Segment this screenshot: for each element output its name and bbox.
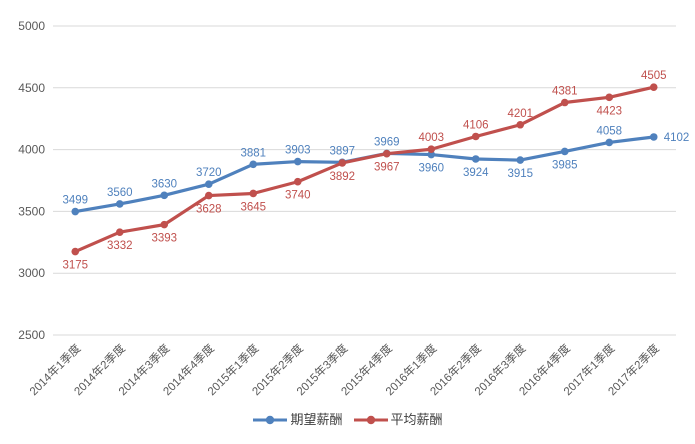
data-point [560, 98, 569, 107]
data-point [471, 155, 480, 163]
data-point [427, 150, 436, 159]
data-label: 4423 [596, 105, 622, 117]
legend-item-expected-salary: 期望薪酬 [252, 412, 343, 427]
data-point [649, 133, 658, 141]
data-point [605, 93, 614, 102]
data-label: 4102 [664, 132, 690, 144]
data-point [204, 191, 213, 200]
legend-label-average-salary: 平均薪酬 [390, 412, 443, 427]
data-label: 4106 [463, 119, 489, 131]
data-label: 3332 [107, 240, 133, 252]
data-label: 3897 [329, 145, 355, 157]
data-point [382, 149, 391, 158]
data-point [204, 180, 213, 189]
data-label: 3720 [196, 167, 222, 179]
data-label: 4505 [641, 70, 667, 82]
data-point [471, 132, 480, 141]
data-point [293, 177, 302, 186]
data-label: 3967 [374, 162, 400, 174]
data-point [160, 220, 169, 229]
y-tick-label: 4000 [18, 143, 45, 157]
plot-area: 2500300035004000450050002014年1季度2014年2季度… [18, 19, 690, 398]
data-label: 4003 [418, 132, 444, 144]
data-label: 3924 [463, 167, 489, 179]
data-label: 3903 [285, 145, 311, 157]
data-point [338, 159, 347, 167]
data-label: 3630 [151, 178, 177, 190]
data-point [160, 191, 169, 200]
y-tick-label: 3000 [18, 266, 45, 280]
data-label: 4381 [552, 86, 578, 98]
data-point [605, 138, 614, 147]
series-line-1 [73, 85, 656, 254]
data-label: 3393 [151, 233, 177, 245]
data-point [516, 156, 525, 164]
data-point [427, 145, 436, 154]
data-point [115, 228, 124, 236]
data-point [71, 207, 80, 216]
data-label: 3499 [62, 195, 88, 207]
legend-marker-expected-salary-icon [253, 415, 288, 424]
data-point [249, 189, 258, 198]
data-label: 3915 [507, 168, 533, 180]
y-tick-label: 3500 [18, 204, 45, 218]
chart-legend: 期望薪酬 平均薪酬 [0, 413, 695, 426]
data-point [516, 120, 525, 129]
legend-marker-average-salary-icon [353, 415, 388, 424]
data-label: 3881 [240, 147, 266, 159]
data-label: 4058 [596, 125, 622, 137]
data-label: 3969 [374, 136, 400, 148]
data-point [293, 157, 302, 166]
y-tick-label: 5000 [18, 19, 45, 33]
data-label: 3892 [329, 171, 355, 183]
data-label: 3645 [240, 201, 266, 213]
data-point [71, 247, 80, 256]
data-point [115, 200, 124, 208]
data-label: 3740 [285, 190, 311, 202]
series-line-0 [73, 135, 656, 214]
data-point [560, 147, 569, 156]
data-label: 3628 [196, 204, 222, 216]
data-label: 4201 [507, 108, 533, 120]
data-point [249, 160, 258, 169]
data-label: 3175 [62, 260, 88, 272]
data-label: 3960 [418, 163, 444, 175]
data-label: 3985 [552, 159, 578, 171]
legend-label-expected-salary: 期望薪酬 [290, 412, 343, 427]
legend-item-average-salary: 平均薪酬 [353, 413, 443, 426]
data-label: 3560 [107, 187, 133, 199]
data-point [649, 83, 658, 91]
y-tick-label: 4500 [18, 81, 45, 95]
y-tick-label: 2500 [18, 328, 45, 342]
